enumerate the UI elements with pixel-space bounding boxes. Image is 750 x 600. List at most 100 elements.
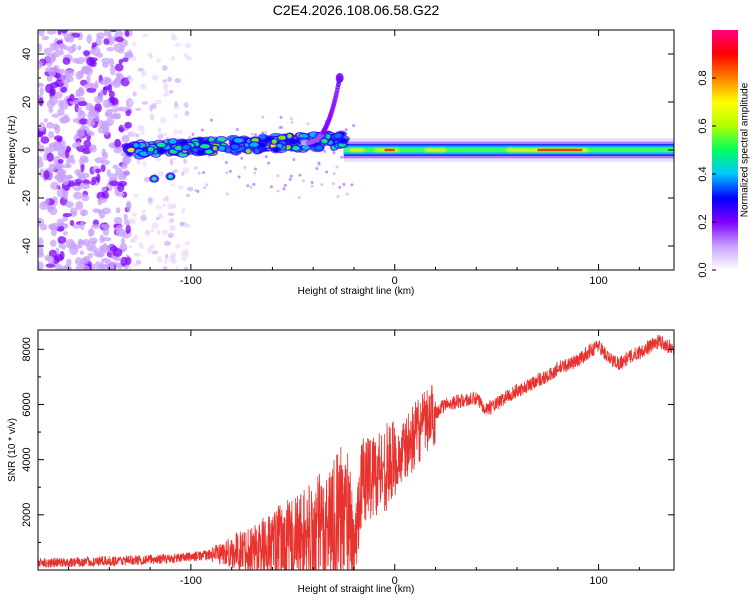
- sparse-blob: [182, 102, 189, 106]
- sparse-blob: [155, 99, 162, 105]
- noise-blob: [96, 209, 103, 214]
- noise-blob: [109, 245, 118, 252]
- noise-blob: [69, 207, 78, 215]
- noise-blob: [94, 261, 101, 270]
- track-blob: [198, 150, 205, 155]
- track-blob: [127, 147, 136, 153]
- faint-dot: [282, 187, 286, 191]
- noise-blob: [120, 256, 128, 267]
- noise-blob: [69, 219, 75, 226]
- noise-blob: [53, 91, 63, 99]
- snr-panel: -100 0 100 2000 4000 6000 8000 Height of strai…: [7, 329, 675, 595]
- noise-blob: [46, 152, 54, 162]
- noise-blob: [57, 158, 64, 164]
- noise-blob: [102, 86, 108, 96]
- faint-dot: [197, 171, 201, 175]
- sparse-blob: [182, 167, 190, 174]
- faint-dot: [336, 195, 340, 199]
- faint-dot: [306, 122, 310, 126]
- noise-blob: [95, 168, 102, 174]
- faint-dot: [194, 166, 198, 170]
- chart-title: C2E4.2026.108.06.58.G22: [273, 2, 440, 18]
- sparse-blob: [187, 186, 194, 192]
- sparse-blob: [162, 203, 167, 207]
- sparse-blob: [156, 216, 160, 221]
- noise-blob: [72, 224, 81, 229]
- sparse-blob: [185, 55, 192, 61]
- track-blob: [287, 133, 292, 139]
- sparse-blob: [164, 257, 168, 265]
- faint-dot: [202, 186, 206, 190]
- sparse-blob: [164, 240, 171, 247]
- track-blob: [302, 145, 310, 150]
- noise-blob: [49, 239, 57, 247]
- noise-blob: [74, 169, 81, 176]
- noise-blob: [38, 30, 45, 37]
- faint-dot: [252, 182, 256, 186]
- noise-blob: [38, 252, 45, 258]
- sparse-blob: [170, 33, 177, 39]
- spectrogram-x-tick-label: 100: [589, 275, 607, 287]
- track-blob: [147, 147, 154, 152]
- noise-blob: [98, 119, 104, 129]
- sparse-blob: [156, 229, 161, 236]
- sparse-blob: [147, 197, 153, 204]
- snr-ticks: -100 0 100 2000 4000 6000 8000: [21, 330, 674, 587]
- sparse-blob: [140, 244, 145, 249]
- noise-blob: [104, 78, 112, 83]
- noise-blob: [64, 69, 70, 78]
- noise-blob: [113, 216, 123, 225]
- spectrogram-y-tick-label: -40: [21, 238, 33, 254]
- faint-dot: [246, 184, 250, 188]
- noise-blob: [50, 222, 59, 231]
- faint-dot: [261, 115, 265, 119]
- noise-blob: [76, 128, 85, 138]
- sparse-blob: [158, 126, 162, 134]
- faint-dot: [332, 171, 336, 175]
- sparse-blob: [128, 245, 133, 249]
- noise-blob: [49, 144, 58, 152]
- sparse-blob: [150, 228, 155, 233]
- sparse-blob: [156, 205, 162, 210]
- noise-blob: [83, 50, 90, 57]
- noise-blob: [48, 95, 59, 106]
- sparse-blob: [175, 244, 181, 249]
- noise-blob: [45, 53, 56, 64]
- noise-blob: [126, 202, 131, 212]
- noise-blob: [90, 179, 97, 186]
- sparse-blob: [158, 214, 165, 218]
- noise-blob: [114, 30, 124, 38]
- colorbar-tick-label: 0.2: [697, 214, 709, 229]
- noise-blob: [113, 146, 123, 154]
- sparse-blob: [130, 56, 137, 61]
- track-blob: [272, 147, 279, 153]
- noise-blob: [51, 113, 60, 118]
- track-blob: [271, 139, 277, 144]
- noise-blob: [101, 186, 107, 192]
- noise-blob: [38, 160, 44, 168]
- noise-blob: [95, 247, 100, 258]
- noise-blob: [125, 224, 131, 235]
- noise-blob: [61, 163, 72, 169]
- noise-blob: [60, 42, 65, 49]
- faint-dot: [350, 183, 354, 187]
- noise-blob: [75, 92, 81, 98]
- sparse-blob: [157, 171, 164, 177]
- noise-blob: [83, 257, 91, 263]
- noise-blob: [102, 243, 109, 253]
- noise-blob: [99, 79, 107, 85]
- signal-peak-segment: [537, 148, 583, 152]
- faint-dot: [250, 132, 254, 136]
- sparse-blob: [176, 136, 180, 140]
- faint-dot: [298, 173, 302, 177]
- faint-dot: [352, 124, 356, 128]
- sparse-blob: [141, 70, 148, 77]
- snr-frame: [37, 329, 675, 571]
- noise-blob: [100, 164, 106, 172]
- noise-blob: [79, 118, 89, 125]
- noise-blob: [83, 139, 92, 148]
- track-blob: [208, 137, 214, 142]
- noise-blob: [115, 207, 121, 214]
- noise-blob: [106, 46, 115, 52]
- faint-dot: [310, 184, 314, 188]
